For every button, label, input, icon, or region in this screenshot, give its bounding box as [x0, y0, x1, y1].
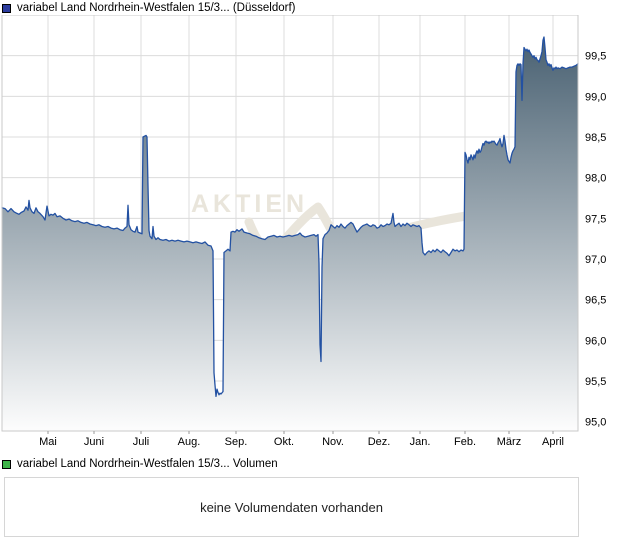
volume-empty-message: keine Volumendaten vorhanden: [200, 499, 383, 515]
y-tick-label: 97,0: [585, 254, 606, 266]
x-tick-label: Aug.: [178, 436, 201, 448]
y-tick-label: 97,5: [585, 213, 606, 225]
x-tick-label: Mai: [39, 436, 57, 448]
price-chart: AKTIEN Mai Juni Juli Aug. Sep. Okt. Nov. Dez. Jan…: [1, 15, 606, 448]
x-tick-label: Dez.: [368, 436, 391, 448]
x-tick-label: Nov.: [322, 436, 344, 448]
y-tick-label: 95,0: [585, 417, 606, 429]
price-legend-marker-icon: [2, 4, 11, 13]
y-tick-label: 96,0: [585, 335, 606, 347]
y-tick-label: 95,5: [585, 376, 606, 388]
volume-legend-marker-icon: [2, 460, 11, 469]
x-tick-label: Feb.: [454, 436, 476, 448]
volume-legend: variabel Land Nordrhein-Westfalen 15/3..…: [0, 458, 620, 471]
x-tick-label: Jan.: [410, 436, 431, 448]
x-tick-label: Juni: [84, 436, 104, 448]
plot-border: [1, 15, 579, 432]
x-tick-label: April: [542, 436, 564, 448]
volume-legend-label: variabel Land Nordrhein-Westfalen 15/3..…: [17, 458, 278, 470]
y-tick-label: 98,5: [585, 132, 606, 144]
x-tick-label: Okt.: [274, 436, 294, 448]
x-tick-label: März: [497, 436, 521, 448]
y-tick-label: 99,5: [585, 51, 606, 63]
price-legend-label: variabel Land Nordrhein-Westfalen 15/3..…: [17, 2, 296, 14]
y-tick-label: 98,0: [585, 173, 606, 185]
y-tick-label: 96,5: [585, 295, 606, 307]
volume-panel: keine Volumendaten vorhanden: [4, 477, 579, 537]
y-tick-label: 99,0: [585, 91, 606, 103]
x-tick-label: Sep.: [225, 436, 248, 448]
price-legend: variabel Land Nordrhein-Westfalen 15/3..…: [0, 2, 620, 15]
x-tick-label: Juli: [133, 436, 150, 448]
watermark-text: AKTIEN: [191, 190, 308, 218]
price-line: [1, 36, 579, 398]
